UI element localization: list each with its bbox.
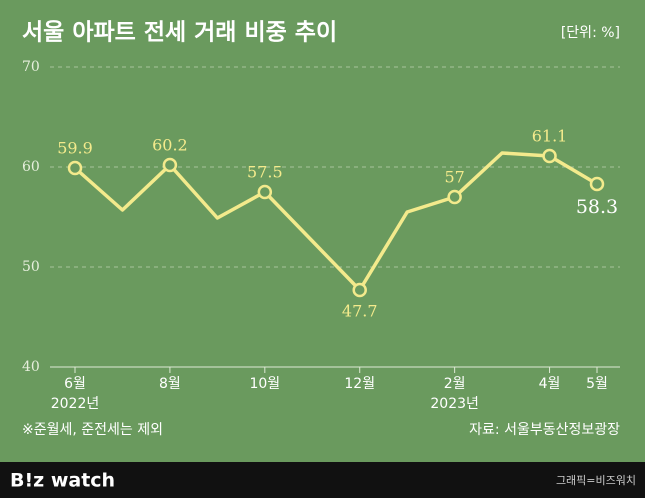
y-tick-label: 70 bbox=[22, 59, 40, 75]
point-marker bbox=[257, 184, 273, 200]
source: 자료: 서울부동산정보광장 bbox=[469, 422, 620, 438]
point-marker bbox=[589, 176, 605, 192]
point-marker bbox=[162, 157, 178, 173]
chart-title: 서울 아파트 전세 거래 비중 추이 bbox=[22, 20, 337, 46]
unit-label: [단위: %] bbox=[561, 25, 620, 41]
x-year-label: 2022년 bbox=[51, 396, 100, 412]
point-marker bbox=[542, 148, 557, 164]
y-tick-label: 60 bbox=[22, 159, 40, 175]
data-label: 58.3 bbox=[576, 196, 618, 218]
footer-bar bbox=[0, 462, 645, 498]
x-tick-label: 2월 bbox=[444, 376, 466, 392]
logo: B!z watch bbox=[10, 470, 115, 492]
x-tick-label: 12월 bbox=[344, 376, 375, 392]
x-tick-label: 10월 bbox=[249, 376, 280, 392]
series-line bbox=[73, 151, 598, 292]
x-tick-label: 4월 bbox=[539, 376, 561, 392]
data-label: 59.9 bbox=[57, 139, 93, 158]
point-marker bbox=[447, 189, 462, 205]
y-tick-label: 50 bbox=[22, 259, 40, 275]
point-marker bbox=[67, 160, 83, 176]
x-tick-label: 8월 bbox=[159, 376, 181, 392]
data-label: 60.2 bbox=[152, 136, 188, 155]
data-label: 57.5 bbox=[247, 163, 283, 182]
data-label: 57 bbox=[444, 168, 464, 187]
data-label: 47.7 bbox=[342, 302, 378, 321]
x-tick-label: 5월 bbox=[586, 376, 608, 392]
note: ※준월세, 준전세는 제외 bbox=[22, 422, 163, 438]
y-tick-label: 40 bbox=[22, 359, 40, 375]
data-label: 61.1 bbox=[532, 127, 568, 146]
x-year-label: 2023년 bbox=[430, 396, 479, 412]
point-marker bbox=[352, 282, 367, 298]
credit: 그래픽=비즈워치 bbox=[556, 474, 636, 487]
x-tick-label: 6월 bbox=[64, 376, 86, 392]
